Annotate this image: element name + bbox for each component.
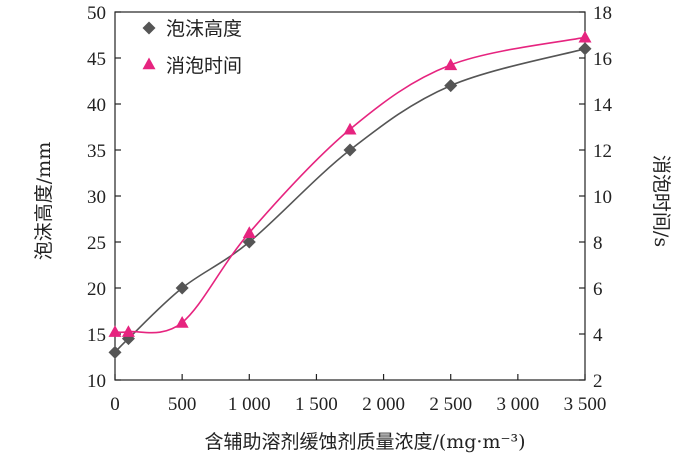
- x-tick-label: 500: [168, 394, 197, 415]
- x-tick-label: 3 000: [496, 394, 539, 415]
- y-right-tick-label: 14: [593, 95, 613, 116]
- data-point-diamond: [242, 235, 256, 249]
- x-tick-label: 1 500: [295, 394, 338, 415]
- x-tick-label: 0: [110, 394, 120, 415]
- legend-label-defoam-time: 消泡时间: [166, 55, 242, 77]
- y-left-tick-label: 15: [87, 325, 106, 346]
- x-tick-label: 3 500: [564, 394, 607, 415]
- y-left-tick-label: 25: [87, 233, 106, 254]
- y-left-tick-label: 35: [87, 141, 106, 162]
- data-point-triangle: [343, 122, 357, 135]
- legend-marker-diamond: [142, 21, 156, 35]
- y-right-tick-label: 2: [593, 371, 603, 392]
- data-point-triangle: [175, 316, 189, 328]
- y-left-axis-title: 泡沫高度/mm: [33, 142, 55, 260]
- y-left-tick-label: 50: [87, 3, 106, 24]
- series-line: [114, 36, 586, 334]
- legend-item-foam-height: 泡沫高度: [142, 18, 242, 40]
- x-tick-label: 2 500: [429, 394, 472, 415]
- series-line: [114, 48, 586, 353]
- right-axis: 2 4 6 8 10 12 14 16 18: [579, 3, 613, 392]
- data-point-triangle: [578, 30, 592, 43]
- y-right-tick-label: 10: [593, 187, 612, 208]
- y-left-tick-label: 20: [87, 279, 106, 300]
- y-left-tick-label: 40: [87, 95, 106, 116]
- data-point-diamond: [108, 345, 122, 359]
- y-right-axis-title: 消泡时间/s: [650, 155, 672, 247]
- legend-label-foam-height: 泡沫高度: [166, 18, 242, 40]
- y-left-tick-label: 45: [87, 49, 106, 70]
- data-point-triangle: [108, 325, 122, 337]
- y-right-tick-label: 8: [593, 233, 603, 254]
- x-axis-title: 含辅助溶剂缓蚀剂质量浓度/(mg·m⁻³): [204, 431, 525, 453]
- legend-marker-triangle: [142, 57, 156, 70]
- left-axis: 10 15 20 25 30 35 40 45 50: [87, 3, 121, 392]
- x-tick-label: 2 000: [362, 394, 405, 415]
- legend: 泡沫高度 消泡时间: [142, 18, 242, 77]
- legend-item-defoam-time: 消泡时间: [142, 55, 242, 77]
- series-defoam-time: [108, 30, 592, 337]
- series-foam-height: [108, 42, 592, 359]
- data-point-diamond: [175, 281, 189, 295]
- y-right-tick-label: 6: [593, 279, 603, 300]
- data-point-triangle: [444, 58, 458, 71]
- y-right-tick-label: 18: [593, 3, 612, 24]
- data-point-diamond: [578, 42, 592, 56]
- data-point-triangle: [242, 226, 256, 238]
- data-point-diamond: [444, 79, 458, 93]
- data-point-triangle: [121, 325, 135, 337]
- x-tick-label: 1 000: [228, 394, 271, 415]
- x-axis: 0 500 1 000 1 500 2 000 2 500 3 000 3 500: [110, 374, 606, 415]
- y-left-tick-label: 10: [87, 371, 106, 392]
- data-point-diamond: [343, 143, 357, 157]
- y-right-tick-label: 12: [593, 141, 612, 162]
- y-left-tick-label: 30: [87, 187, 106, 208]
- y-right-tick-label: 16: [593, 49, 612, 70]
- series-layer: [108, 30, 592, 359]
- y-right-tick-label: 4: [593, 325, 603, 346]
